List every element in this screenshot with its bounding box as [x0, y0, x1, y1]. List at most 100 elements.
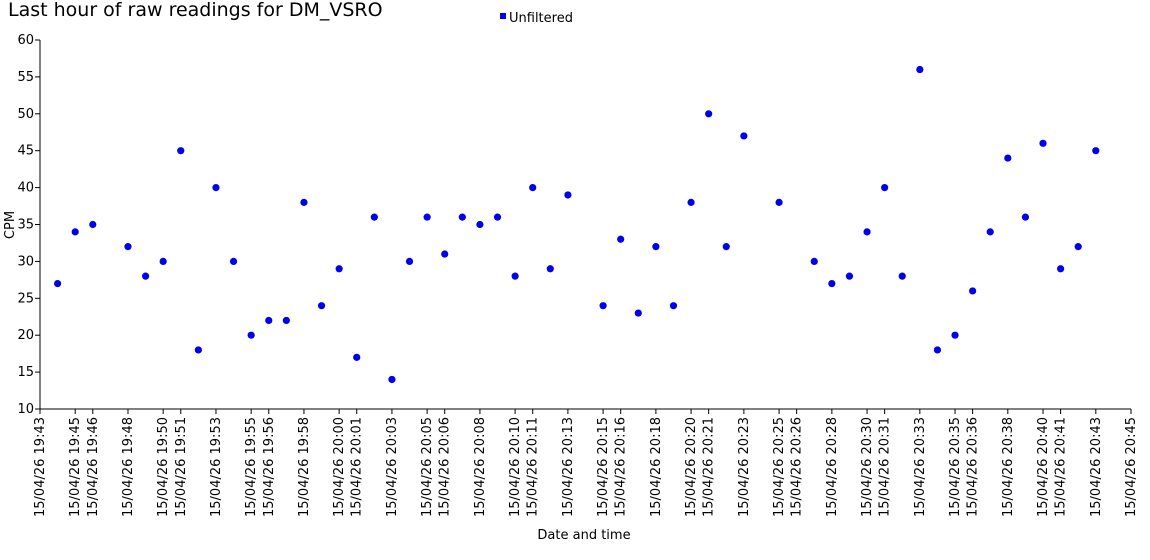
data-point — [405, 257, 414, 265]
x-tick-label: 15/04/26 20:16 — [614, 417, 629, 517]
x-tick-label: 15/04/26 20:31 — [878, 417, 893, 517]
x-tick-label: 15/04/26 19:48 — [121, 417, 136, 517]
data-point — [617, 235, 625, 243]
legend-swatch-unfiltered — [500, 13, 506, 19]
x-tick-label: 15/04/26 20:41 — [1054, 417, 1069, 517]
x-tick-label: 15/04/26 20:18 — [649, 417, 664, 517]
x-tick-label: 15/04/26 20:33 — [913, 417, 928, 517]
y-tick-label: 30 — [17, 254, 34, 269]
data-point — [916, 65, 924, 74]
x-tick-label: 15/04/26 20:03 — [385, 417, 400, 517]
y-tick-label: 45 — [17, 144, 34, 159]
data-point — [388, 375, 396, 384]
data-point — [212, 184, 220, 192]
y-tick-label: 50 — [17, 107, 34, 122]
data-point — [933, 346, 942, 354]
data-point — [740, 132, 748, 140]
x-tick-label: 15/04/26 19:56 — [262, 417, 277, 517]
data-point — [546, 265, 554, 273]
data-point — [986, 228, 994, 236]
data-point — [969, 287, 977, 295]
data-point — [1004, 154, 1012, 162]
y-tick-label: 60 — [17, 33, 34, 48]
data-point — [441, 250, 449, 258]
y-tick-label: 55 — [17, 70, 34, 85]
data-point — [141, 272, 150, 280]
data-point — [898, 272, 906, 280]
data-point — [423, 213, 431, 221]
data-point — [705, 110, 713, 118]
x-tick-label: 15/04/26 20:15 — [596, 417, 611, 517]
x-tick-label: 15/04/26 20:13 — [561, 417, 576, 517]
data-point — [669, 302, 678, 310]
data-point — [89, 220, 97, 229]
x-tick-label: 15/04/26 20:23 — [737, 417, 752, 517]
series-unfiltered-points — [53, 65, 1100, 384]
data-point — [335, 265, 343, 273]
data-point — [881, 184, 889, 192]
x-tick-label: 15/04/26 20:25 — [772, 417, 787, 517]
data-point — [564, 191, 572, 199]
data-point — [634, 309, 642, 317]
x-tick-label: 15/04/26 20:36 — [966, 417, 981, 517]
x-tick-label: 15/04/26 20:28 — [825, 417, 840, 517]
x-tick-label: 15/04/26 19:55 — [244, 417, 259, 517]
x-tick-label: 15/04/26 19:43 — [33, 417, 48, 517]
data-point — [229, 257, 238, 265]
data-point — [1057, 265, 1065, 273]
y-tick-label: 35 — [17, 218, 34, 233]
y-axis-title: CPM — [3, 211, 18, 239]
x-tick-label: 15/04/26 20:30 — [860, 417, 875, 517]
y-tick-label: 15 — [17, 365, 34, 380]
data-point — [194, 346, 202, 354]
x-tick-label: 15/04/26 20:45 — [1124, 417, 1139, 517]
x-tick-label: 15/04/26 19:51 — [174, 417, 189, 517]
data-point — [863, 228, 871, 236]
x-tick-label: 15/04/26 20:43 — [1089, 417, 1104, 517]
x-tick-label: 15/04/26 20:06 — [438, 417, 453, 517]
x-tick-label: 15/04/26 20:40 — [1036, 417, 1051, 517]
x-axis-ticks: 15/04/26 19:43 15/04/26 19:45 15/04/26 19:… — [33, 409, 1139, 517]
data-point — [1021, 213, 1030, 221]
x-tick-label: 15/04/26 20:38 — [1001, 417, 1016, 517]
data-point — [53, 279, 62, 288]
data-point — [71, 228, 79, 236]
data-point — [722, 243, 730, 251]
data-point — [1039, 139, 1047, 147]
data-point — [353, 353, 361, 361]
data-point — [458, 213, 466, 221]
x-tick-label: 15/04/26 20:21 — [702, 417, 717, 517]
data-point — [300, 198, 308, 206]
legend-label-unfiltered: Unfiltered — [509, 11, 573, 26]
data-point — [511, 272, 519, 280]
x-tick-label: 15/04/26 19:46 — [86, 417, 101, 517]
data-point — [1092, 147, 1100, 155]
data-point — [124, 243, 132, 251]
data-point — [775, 198, 783, 206]
data-point — [687, 198, 695, 206]
data-point — [159, 257, 167, 265]
data-point — [282, 316, 290, 325]
x-axis-title: Date and time — [537, 528, 630, 543]
data-point — [177, 147, 185, 155]
x-tick-label: 15/04/26 20:11 — [526, 417, 541, 517]
x-tick-label: 15/04/26 20:10 — [508, 417, 523, 517]
x-tick-label: 15/04/26 19:50 — [156, 417, 171, 517]
data-point — [810, 257, 818, 265]
data-point — [247, 331, 255, 339]
y-axis-ticks: 10 15 20 25 30 35 40 45 50 55 60 — [17, 33, 40, 417]
data-point — [845, 272, 854, 280]
x-tick-label: 15/04/26 20:05 — [420, 417, 435, 517]
x-tick-label: 15/04/26 20:35 — [948, 417, 963, 517]
data-point — [951, 331, 959, 339]
x-tick-label: 15/04/26 20:00 — [332, 417, 347, 517]
x-tick-label: 15/04/26 19:58 — [297, 417, 312, 517]
data-point — [317, 302, 326, 310]
data-point — [599, 302, 607, 310]
chart-title: Last hour of raw readings for DM_VSRO — [8, 0, 383, 21]
x-tick-label: 15/04/26 20:08 — [473, 417, 488, 517]
y-tick-label: 25 — [17, 291, 34, 306]
x-tick-label: 15/04/26 19:53 — [209, 417, 224, 517]
data-point — [529, 184, 537, 192]
y-tick-label: 10 — [17, 402, 34, 417]
